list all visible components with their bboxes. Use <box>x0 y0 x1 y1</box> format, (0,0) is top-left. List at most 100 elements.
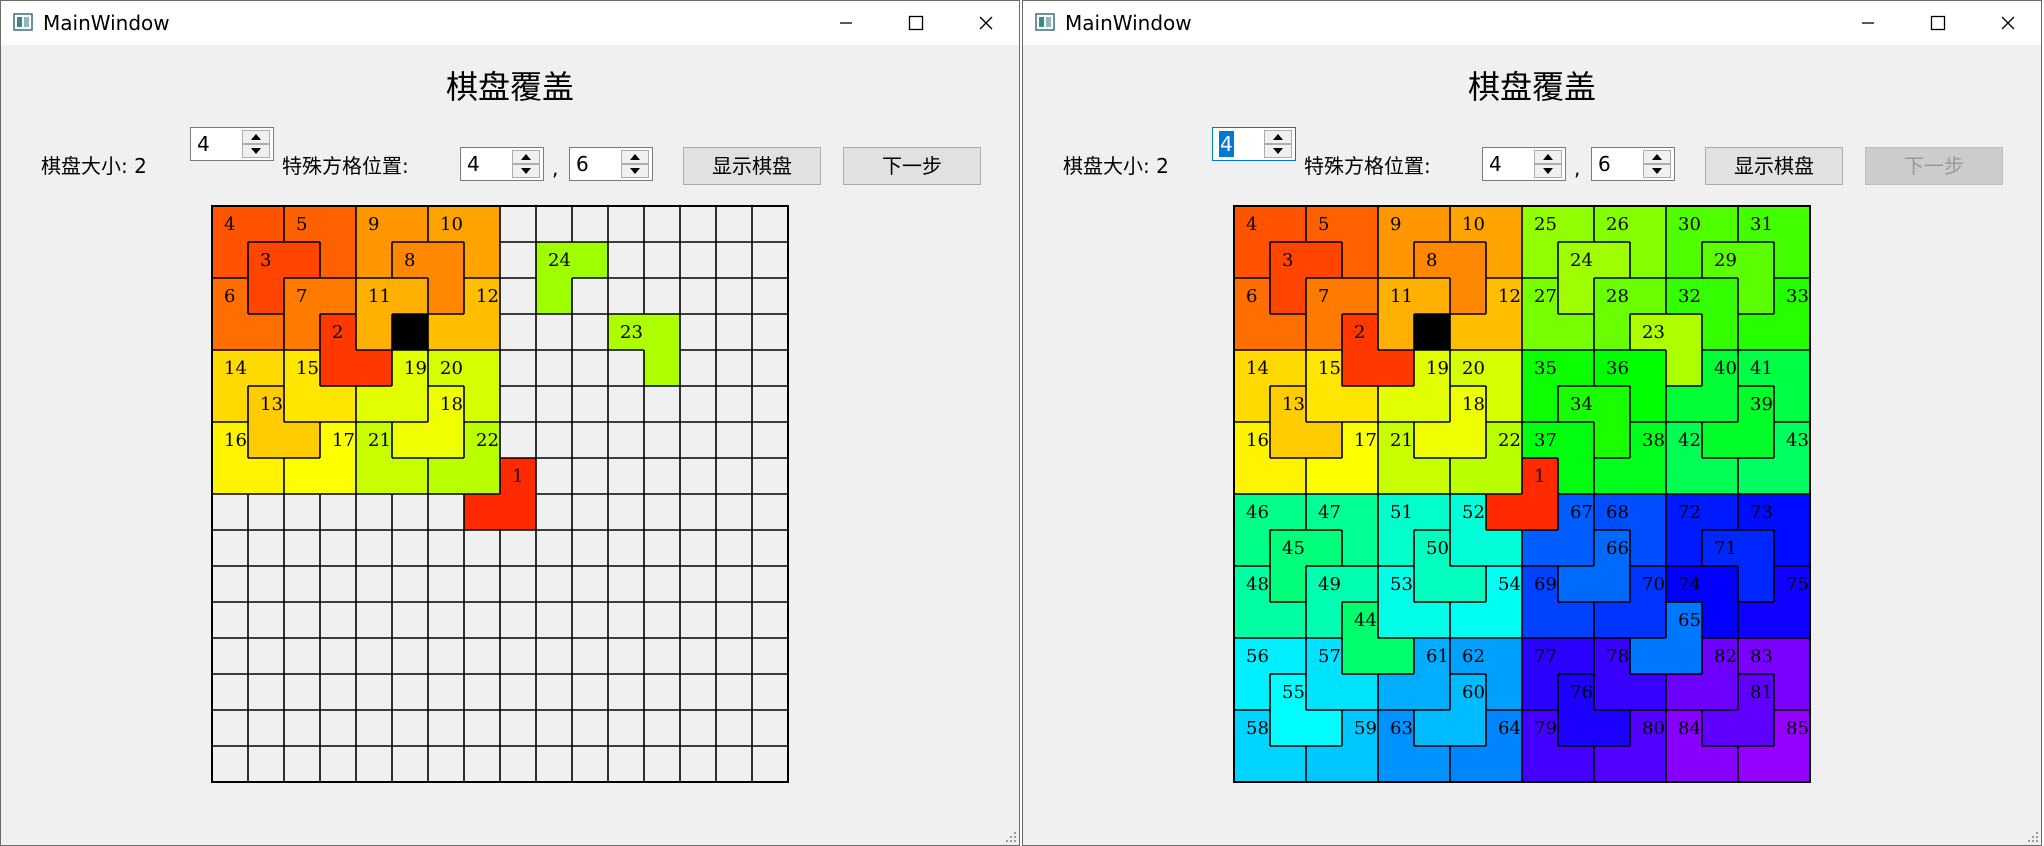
empty-cell <box>752 458 788 494</box>
tile-cell <box>1522 566 1558 602</box>
show-board-button[interactable]: 显示棋盘 <box>1705 147 1843 185</box>
tile-cell <box>1738 314 1774 350</box>
window-title: MainWindow <box>43 11 170 35</box>
row-increment-button[interactable] <box>512 150 540 164</box>
size-value[interactable]: 4 <box>197 132 210 156</box>
tile-cell <box>1414 278 1450 314</box>
empty-cell <box>320 494 356 530</box>
tile-cell <box>1666 494 1702 530</box>
tile-cell <box>1234 710 1270 746</box>
tile-cell <box>1270 566 1306 602</box>
tile-cell <box>1234 530 1270 566</box>
empty-cell <box>572 710 608 746</box>
tile-number: 8 <box>1426 250 1437 271</box>
maximize-button[interactable] <box>881 1 951 45</box>
empty-cell <box>716 206 752 242</box>
tile-cell <box>1414 710 1450 746</box>
special-col-value[interactable]: 6 <box>576 152 589 176</box>
tile-cell <box>1558 566 1594 602</box>
special-col-spinbox[interactable]: 6 <box>569 147 653 181</box>
special-col-value[interactable]: 6 <box>1598 152 1611 176</box>
empty-cell <box>716 602 752 638</box>
up-arrow-icon <box>1543 154 1553 160</box>
tile-cell <box>1486 314 1522 350</box>
tile-cell <box>1774 674 1810 710</box>
next-step-button[interactable]: 下一步 <box>843 147 981 185</box>
tile-cell <box>1486 638 1522 674</box>
tile-number: 59 <box>1354 718 1377 739</box>
close-button[interactable] <box>951 1 1019 45</box>
size-increment-button[interactable] <box>1264 130 1292 144</box>
maximize-button[interactable] <box>1903 1 1973 45</box>
minimize-icon <box>840 22 852 24</box>
tile-number: 56 <box>1246 646 1269 667</box>
row-decrement-button[interactable] <box>512 164 540 178</box>
tile-cell <box>1450 350 1486 386</box>
tile-number: 6 <box>1246 286 1257 307</box>
empty-cell <box>680 602 716 638</box>
tile-number: 3 <box>260 250 271 271</box>
size-decrement-button[interactable] <box>1264 144 1292 158</box>
tile-cell <box>356 458 392 494</box>
tile-number: 61 <box>1426 646 1449 667</box>
title-bar[interactable]: MainWindow <box>1023 1 2041 45</box>
col-decrement-button[interactable] <box>621 164 649 178</box>
tile-number: 30 <box>1678 214 1701 235</box>
chessboard: 1 2 3 4 5 6 7 8 9 10 11 12 13 14 15 16 17 18 19 20 21 22 23 24 2… <box>1233 205 1811 783</box>
show-board-button[interactable]: 显示棋盘 <box>683 147 821 185</box>
tile-number: 45 <box>1282 538 1305 559</box>
empty-cell <box>320 638 356 674</box>
resize-grip-icon[interactable] <box>2027 831 2039 843</box>
special-row-value[interactable]: 4 <box>1489 152 1502 176</box>
size-spinbox[interactable]: 4 <box>190 127 274 161</box>
special-row-spinbox[interactable]: 4 <box>460 147 544 181</box>
resize-grip-icon[interactable] <box>1005 831 1017 843</box>
tile-number: 75 <box>1786 574 1809 595</box>
tile-number: 70 <box>1642 574 1665 595</box>
tile-number: 21 <box>368 430 391 451</box>
size-increment-button[interactable] <box>242 130 270 144</box>
title-bar[interactable]: MainWindow <box>1 1 1019 45</box>
tile-cell <box>1774 530 1810 566</box>
tile-cell <box>428 458 464 494</box>
row-decrement-button[interactable] <box>1534 164 1562 178</box>
empty-cell <box>212 602 248 638</box>
tile-number: 11 <box>1390 286 1413 307</box>
tile-number: 25 <box>1534 214 1557 235</box>
tile-cell <box>1630 242 1666 278</box>
tile-cell <box>1306 350 1342 386</box>
size-decrement-button[interactable] <box>242 144 270 158</box>
down-arrow-icon <box>1543 168 1553 174</box>
tile-cell <box>1270 242 1306 278</box>
empty-cell <box>644 206 680 242</box>
tile-cell <box>1414 602 1450 638</box>
tile-number: 18 <box>440 394 463 415</box>
empty-cell <box>248 674 284 710</box>
minimize-button[interactable] <box>1833 1 1903 45</box>
size-value[interactable]: 4 <box>1219 131 1234 157</box>
empty-cell <box>608 746 644 782</box>
tile-cell <box>1414 458 1450 494</box>
empty-cell <box>428 602 464 638</box>
tile-cell <box>1378 674 1414 710</box>
tile-cell <box>356 350 392 386</box>
special-row-spinbox[interactable]: 4 <box>1482 147 1566 181</box>
tile-cell <box>1450 242 1486 278</box>
empty-cell <box>320 710 356 746</box>
col-increment-button[interactable] <box>621 150 649 164</box>
close-button[interactable] <box>1973 1 2041 45</box>
empty-cell <box>356 602 392 638</box>
minimize-button[interactable] <box>811 1 881 45</box>
tile-cell <box>1450 602 1486 638</box>
special-row-value[interactable]: 4 <box>467 152 480 176</box>
empty-cell <box>716 530 752 566</box>
tile-cell <box>1630 602 1666 638</box>
special-col-spinbox[interactable]: 6 <box>1591 147 1675 181</box>
row-increment-button[interactable] <box>1534 150 1562 164</box>
tile-cell <box>1594 386 1630 422</box>
col-decrement-button[interactable] <box>1643 164 1671 178</box>
col-increment-button[interactable] <box>1643 150 1671 164</box>
empty-cell <box>752 206 788 242</box>
tile-number: 57 <box>1318 646 1341 667</box>
size-spinbox[interactable]: 4 <box>1212 127 1296 161</box>
